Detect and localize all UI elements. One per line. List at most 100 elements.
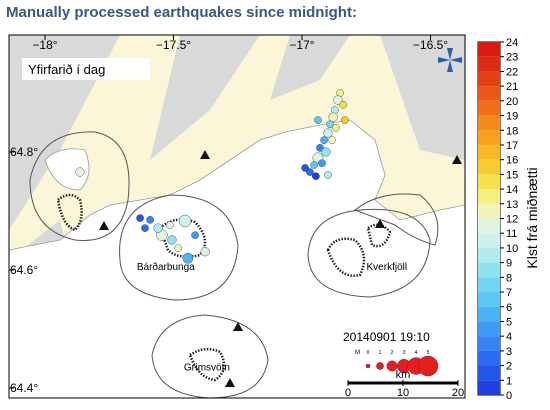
colorbar-band [478,203,500,219]
earthquake [75,167,85,177]
map-frame [8,34,466,399]
earthquake [326,120,334,129]
earthquake [312,172,320,180]
lon-tick-label: −16.5° [413,38,448,52]
colorbar-band [478,262,500,278]
colorbar-tick-label: 24 [506,37,518,49]
lat-tick-label: 64.8° [10,145,38,159]
magnitude-symbol [365,363,371,369]
colorbar-band [478,336,500,351]
colorbar-tick-label: 8 [506,272,512,284]
colorbar-band [478,277,500,293]
earthquake [310,161,318,169]
earthquake [339,101,347,109]
colorbar-band [478,292,500,307]
colorbar-tick-label: 22 [506,66,518,78]
colorbar-tick-label: 16 [506,155,518,167]
earthquake [316,144,324,152]
magnitude-symbol [417,355,439,377]
earthquake [328,136,336,144]
colorbar-tick-label: 13 [506,199,518,211]
colorbar-tick-label: 1 [506,375,512,387]
colorbar-tick-label: 11 [506,228,517,240]
lon-tick-label: −18° [32,38,57,52]
lat-tick-label: 64.6° [10,263,38,277]
colorbar-tick-label: 15 [506,169,518,181]
volcano-outlines [29,131,439,399]
compass [438,48,462,72]
colorbar-tick-label: 0 [506,390,512,402]
colorbar-band [478,144,500,160]
earthquake [332,124,340,132]
colorbar-tick-label: 12 [506,214,518,226]
magnitude-tick-label: 5 [427,350,430,356]
colorbar-tick-label: 18 [506,125,518,137]
colorbar-tick-label: 23 [506,52,518,64]
earthquake [167,235,177,245]
earthquake [314,116,322,124]
place-label: Bárðarbunga [137,261,195,273]
colorbar-band [478,159,500,175]
magnitude-tick-label: 1 [379,350,382,356]
earthquake [174,244,182,252]
lon-tick-label: −17.5° [156,38,191,52]
colorbar-tick-label: 19 [506,111,518,123]
place-label: Grímsvötn [184,362,230,373]
scale-tick-label: 20 [452,387,464,399]
earthquake [153,223,163,233]
magnitude-symbol [376,362,384,370]
colorbar-band [478,130,500,145]
colorbar-band [478,189,500,204]
colorbar-band [478,321,500,337]
magnitude-label: M [355,350,360,356]
earthquake [321,147,331,157]
colorbar-band [478,56,500,72]
earthquake [306,168,314,176]
earthquake [341,116,349,124]
scale-tick-label: 0 [345,387,351,399]
scale-unit: km [396,369,411,381]
colorbar-band [478,218,500,234]
label-box [22,58,150,80]
earthquake [191,231,199,239]
magnitude-tick-label: 3 [403,350,406,356]
colorbar-band [478,306,500,322]
colorbar-tick-label: 6 [506,302,512,314]
colorbar-tick-label: 7 [506,287,512,299]
scale-tick-label: 10 [397,387,409,399]
earthquake [318,159,326,168]
earthquake [141,224,149,232]
colorbar-label: Klst frá miðnætti [524,167,540,268]
colorbar-tick-label: 20 [506,96,518,108]
earthquake [166,221,174,229]
earthquake [178,214,192,228]
earthquake [323,128,333,138]
colorbar-band [478,350,500,366]
timestamp: 20140901 19:10 [343,330,430,344]
colorbar-tick-label: 21 [506,81,518,93]
earthquake [301,164,309,172]
earthquake [324,171,332,179]
earthquake [182,252,194,264]
colorbar-tick-label: 5 [506,316,512,328]
colorbar-band [478,115,500,131]
colorbar-band [478,380,500,395]
colorbar-tick-label: 17 [506,140,518,152]
colorbar-tick-label: 14 [506,184,518,196]
magnitude-tick-label: 2 [391,350,394,356]
magnitude-tick-label: 0 [367,350,370,356]
earthquake [200,247,210,257]
colorbar-tick-label: 2 [506,361,512,373]
colorbar-band [478,247,500,263]
colorbar-tick-label: 10 [506,243,518,255]
colorbar-band [478,233,500,248]
colorbar-band [478,86,500,101]
lat-tick-label: 64.4° [10,381,38,395]
colorbar-tick-label: 4 [506,331,512,343]
colorbar-band [478,100,500,116]
earthquake [328,112,338,122]
lon-tick-label: −17° [289,38,314,52]
colorbar-band [478,42,500,57]
